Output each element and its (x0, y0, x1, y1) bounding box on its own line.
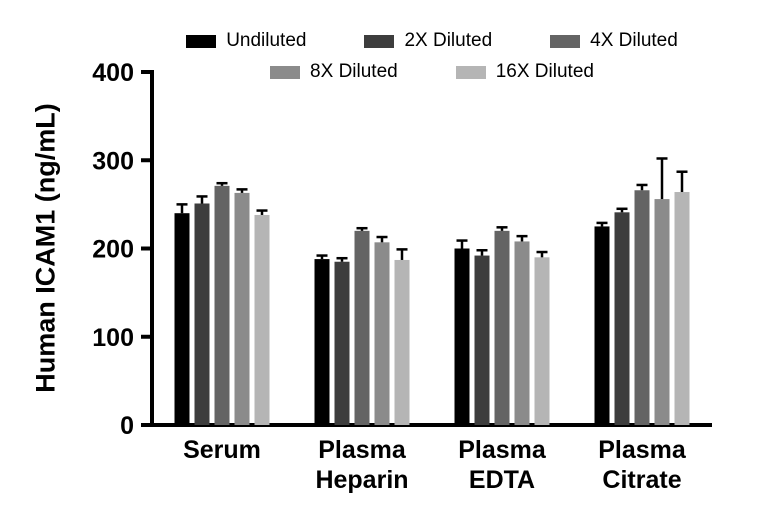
legend-label: Undiluted (226, 30, 307, 51)
x-category-label: Plasma Citrate (598, 436, 687, 494)
bar-plasma-heparin-2x-diluted (334, 261, 350, 425)
legend: Undiluted 2X Diluted 4X Diluted 8X Diluted 1… (152, 30, 712, 83)
x-category-label: Serum (183, 436, 261, 464)
x-category-label: Plasma EDTA (458, 436, 547, 494)
legend-item-4x-diluted: 4X Diluted (550, 30, 678, 52)
bar-plasma-citrate-8x-diluted (654, 199, 670, 425)
bar-serum-16x-diluted (254, 214, 270, 425)
bar-plasma-edta-16x-diluted (534, 257, 550, 425)
y-tick-label: 0 (120, 412, 134, 440)
legend-row: Undiluted 2X Diluted 4X Diluted (186, 30, 678, 52)
legend-row: 8X Diluted 16X Diluted (270, 61, 594, 83)
bar-serum-2x-diluted (194, 203, 210, 425)
bar-plasma-edta-4x-diluted (494, 230, 510, 425)
legend-item-16x-diluted: 16X Diluted (455, 61, 594, 83)
y-axis-title: Human ICAM1 (ng/mL) (30, 103, 61, 393)
bar-plasma-citrate-4x-diluted (634, 190, 650, 425)
bar-serum-8x-diluted (234, 192, 250, 425)
legend-item-8x-diluted: 8X Diluted (270, 61, 398, 83)
y-tick-label: 100 (92, 324, 134, 352)
legend-label: 8X Diluted (310, 61, 398, 82)
bar-serum-undiluted (174, 213, 190, 425)
x-category-label: Plasma Heparin (315, 436, 408, 494)
legend-item-2x-diluted: 2X Diluted (364, 30, 492, 52)
legend-swatch (364, 34, 395, 48)
bar-plasma-heparin-undiluted (314, 259, 330, 425)
legend-swatch (186, 34, 217, 48)
bar-plasma-edta-2x-diluted (474, 255, 490, 425)
legend-label: 2X Diluted (404, 30, 493, 51)
legend-swatch (455, 65, 486, 79)
legend-label: 4X Diluted (590, 30, 678, 51)
y-tick-label: 200 (92, 236, 134, 264)
bar-plasma-heparin-16x-diluted (394, 259, 410, 425)
bar-plasma-heparin-4x-diluted (354, 230, 370, 425)
legend-label: 16X Diluted (495, 61, 594, 82)
bar-plasma-edta-8x-diluted (514, 241, 530, 425)
bar-plasma-citrate-2x-diluted (614, 212, 630, 425)
legend-swatch (270, 65, 301, 79)
legend-swatch (550, 34, 581, 48)
bar-plasma-citrate-undiluted (594, 226, 610, 425)
y-tick-label: 400 (92, 59, 134, 87)
bar-plasma-heparin-8x-diluted (374, 242, 390, 425)
legend-item-undiluted: Undiluted (186, 30, 306, 52)
bar-serum-4x-diluted (214, 185, 230, 425)
bar-plasma-citrate-16x-diluted (674, 192, 690, 425)
bar-plasma-edta-undiluted (454, 248, 470, 425)
y-tick-label: 300 (92, 147, 134, 175)
